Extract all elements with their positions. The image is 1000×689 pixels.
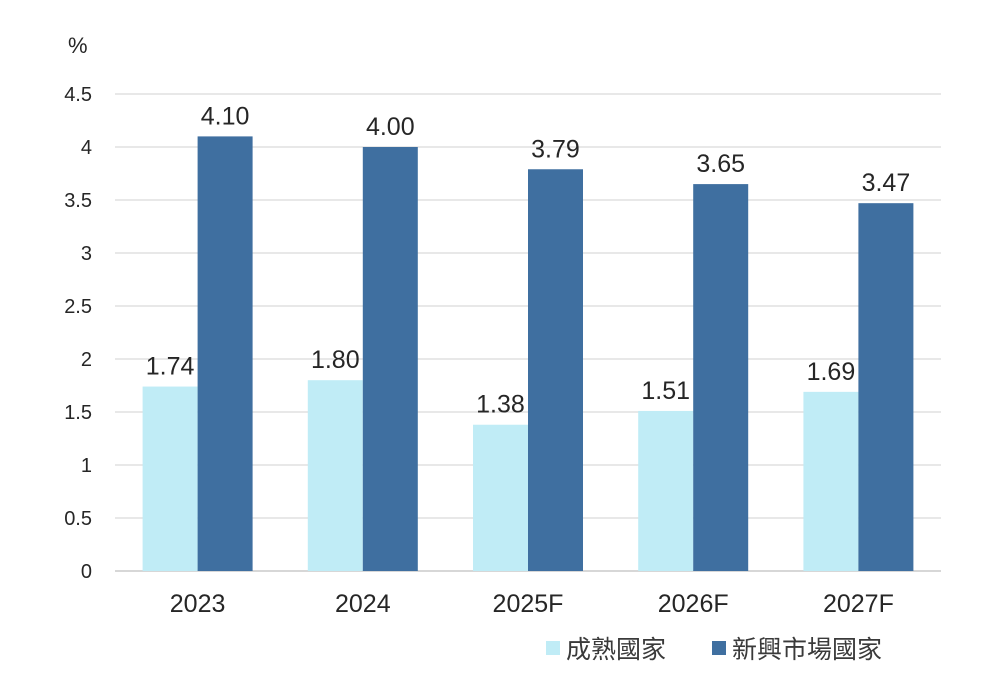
y-tick-label: 2 [81, 349, 92, 371]
bar-emerging-2027F [858, 203, 914, 571]
bars [142, 136, 914, 571]
bar-emerging-2024 [362, 147, 418, 571]
x-tick-label: 2027F [823, 590, 894, 618]
y-tick-label: 3.5 [64, 190, 92, 212]
legend: 成熟國家 新興市場國家 [546, 636, 882, 664]
data-label: 1.38 [476, 391, 525, 419]
bar-mature-2027F [803, 391, 859, 571]
y-tick-label: 2.5 [64, 296, 92, 318]
bar-mature-2023 [142, 386, 198, 571]
y-tick-label: 0 [81, 561, 92, 583]
y-axis-ticks: 0 0.5 1 1.5 2 2.5 3 3.5 4 4.5 [64, 84, 92, 583]
legend-swatch [712, 641, 726, 655]
y-tick-label: 1 [81, 455, 92, 477]
legend-label: 新興市場國家 [732, 636, 882, 664]
y-axis-unit-label: % [68, 33, 88, 58]
bar-mature-2024 [307, 380, 363, 571]
x-tick-label: 2023 [170, 590, 226, 618]
y-tick-label: 4 [81, 137, 92, 159]
data-label: 1.51 [641, 377, 690, 405]
legend-item: 成熟國家 [546, 636, 666, 664]
data-label: 3.79 [531, 135, 580, 163]
legend-label: 成熟國家 [566, 636, 666, 664]
data-label: 1.69 [807, 358, 856, 386]
y-tick-label: 4.5 [64, 84, 92, 106]
legend-item: 新興市場國家 [712, 636, 882, 664]
y-tick-label: 3 [81, 243, 92, 265]
bar-emerging-2026F [693, 184, 749, 571]
data-label: 4.10 [201, 102, 250, 130]
data-label: 4.00 [366, 113, 415, 141]
bar-mature-2026F [638, 410, 694, 571]
x-tick-label: 2024 [335, 590, 391, 618]
x-tick-label: 2026F [658, 590, 729, 618]
y-tick-label: 0.5 [64, 508, 92, 530]
bar-emerging-2023 [197, 136, 253, 571]
legend-swatch [546, 641, 560, 655]
data-label: 3.47 [862, 169, 911, 197]
data-label: 3.65 [696, 150, 745, 178]
x-tick-label: 2025F [493, 590, 564, 618]
y-tick-label: 1.5 [64, 402, 92, 424]
bar-emerging-2025F [528, 169, 583, 571]
bar-mature-2025F [473, 424, 528, 571]
x-axis-ticks: 2023 2024 2025F 2026F 2027F [170, 590, 894, 618]
data-label: 1.74 [146, 353, 195, 381]
data-labels: 1.74 4.10 1.80 4.00 1.38 3.79 1.51 3.65 1.69 3.47 [146, 102, 910, 418]
data-label: 1.80 [311, 346, 360, 374]
